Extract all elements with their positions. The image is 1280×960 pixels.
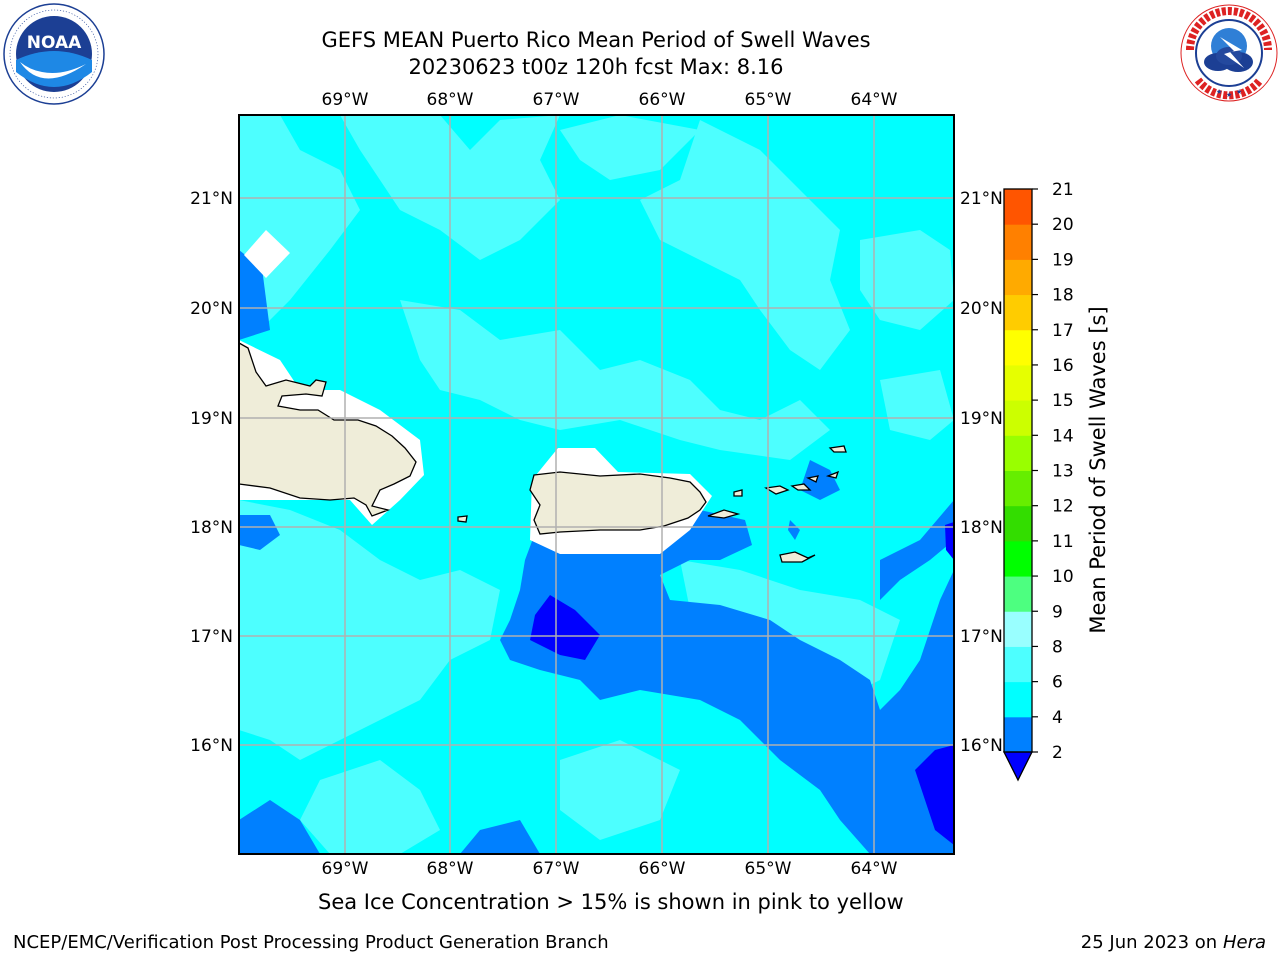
lon-tick-label: 65°W <box>745 90 792 110</box>
colorbar-tick-label: 18 <box>1052 286 1074 306</box>
lat-tick-label: 16°N <box>960 736 1003 756</box>
colorbar-swatch <box>1004 716 1032 753</box>
lat-tick-label: 21°N <box>190 189 233 209</box>
lat-tick-label: 20°N <box>190 299 233 319</box>
chart-title-line2: 20230623 t00z 120h fcst Max: 8.16 <box>408 55 784 79</box>
lon-ticks-top: 69°W 68°W 67°W 66°W 65°W 64°W <box>322 90 898 110</box>
colorbar-tick-label: 13 <box>1052 462 1074 482</box>
colorbar-tick-label: 9 <box>1052 602 1063 622</box>
colorbar-title: Mean Period of Swell Waves [s] <box>1086 306 1110 634</box>
lat-tick-label: 17°N <box>960 627 1003 647</box>
colorbar-swatch <box>1004 364 1032 401</box>
colorbar-swatch <box>1004 470 1032 507</box>
colorbar-swatch <box>1004 540 1032 577</box>
svg-text:★: ★ <box>1236 88 1242 96</box>
colorbar-swatch <box>1004 576 1032 612</box>
nws-logo-icon: ★ ★ ★ <box>1180 4 1278 102</box>
colorbar-under-arrow <box>1002 751 1034 782</box>
noaa-logo-text: NOAA <box>27 33 82 53</box>
vieques-land <box>707 509 741 519</box>
colorbar-tick-label: 17 <box>1052 321 1074 341</box>
colorbar-tick-label: 8 <box>1052 637 1063 657</box>
lat-ticks-left: 21°N 20°N 19°N 18°N 17°N 16°N <box>190 189 233 756</box>
lon-tick-label: 67°W <box>533 90 580 110</box>
colorbar-tick-label: 19 <box>1052 250 1074 270</box>
colorbar-swatch <box>1004 435 1032 471</box>
colorbar-tick-label: 21 <box>1052 180 1074 200</box>
colorbar-tick-label: 11 <box>1052 532 1074 552</box>
sea-ice-note: Sea Ice Concentration > 15% is shown in … <box>318 890 904 914</box>
colorbar-tick-label: 6 <box>1052 673 1063 693</box>
svg-text:★: ★ <box>1226 91 1232 99</box>
lon-tick-label: 64°W <box>851 859 898 879</box>
st-croix-land <box>779 551 816 563</box>
hispaniola-land <box>239 342 417 517</box>
lat-tick-label: 18°N <box>190 518 233 538</box>
colorbar-tick-label: 20 <box>1052 215 1074 235</box>
mona-land <box>457 515 468 523</box>
graticule <box>239 115 954 854</box>
lat-ticks-right: 21°N 20°N 19°N 18°N 17°N 16°N <box>960 189 1003 756</box>
lon-tick-label: 65°W <box>745 859 792 879</box>
noaa-logo-icon: NOAA <box>3 3 105 105</box>
colorbar-swatch <box>1004 505 1032 542</box>
colorbar-tick-label: 12 <box>1052 497 1074 517</box>
swell-period-contours <box>239 115 954 854</box>
colorbar-tick-label: 2 <box>1052 743 1063 763</box>
colorbar-swatch <box>1004 400 1032 436</box>
footer-date: 25 Jun 2023 on Hera <box>1081 932 1266 953</box>
svg-text:★: ★ <box>1216 88 1222 96</box>
lat-tick-label: 17°N <box>190 627 233 647</box>
lat-tick-label: 18°N <box>960 518 1003 538</box>
lon-tick-label: 66°W <box>639 90 686 110</box>
colorbar-swatch <box>1004 646 1032 683</box>
lon-tick-label: 68°W <box>427 859 474 879</box>
colorbar-swatch <box>1004 611 1032 647</box>
colorbar-swatch <box>1004 259 1032 296</box>
lon-tick-label: 66°W <box>639 859 686 879</box>
colorbar: 2 4 6 8 9 10 11 12 13 14 15 16 17 18 19 20 21 <box>1002 180 1074 782</box>
lat-tick-label: 21°N <box>960 189 1003 209</box>
footer-machine: Hera <box>1222 932 1266 953</box>
colorbar-swatch <box>1004 294 1032 331</box>
colorbar-tick-label: 4 <box>1052 708 1063 728</box>
contour-under-2 <box>530 522 954 845</box>
lat-tick-label: 19°N <box>960 409 1003 429</box>
lat-tick-label: 19°N <box>190 409 233 429</box>
colorbar-swatch <box>1004 189 1032 225</box>
colorbar-tick-label: 14 <box>1052 426 1074 446</box>
lat-tick-label: 20°N <box>960 299 1003 319</box>
lon-tick-label: 64°W <box>851 90 898 110</box>
footer-credit: NCEP/EMC/Verification Post Processing Pr… <box>13 932 609 953</box>
colorbar-swatch <box>1004 224 1032 260</box>
colorbar-swatch <box>1004 681 1032 718</box>
colorbar-tick-label: 10 <box>1052 567 1074 587</box>
lon-tick-label: 67°W <box>533 859 580 879</box>
lat-tick-label: 16°N <box>190 736 233 756</box>
colorbar-tick-label: 16 <box>1052 356 1074 376</box>
colorbar-tick-label: 15 <box>1052 391 1074 411</box>
lon-ticks-bottom: 69°W 68°W 67°W 66°W 65°W 64°W <box>322 859 898 879</box>
lon-tick-label: 69°W <box>322 90 369 110</box>
colorbar-swatch <box>1004 329 1032 366</box>
chart-title-line1: GEFS MEAN Puerto Rico Mean Period of Swe… <box>321 28 871 52</box>
map-frame <box>238 114 955 855</box>
lon-tick-label: 69°W <box>322 859 369 879</box>
footer-date-text: 25 Jun 2023 on <box>1080 932 1218 953</box>
lon-tick-label: 68°W <box>427 90 474 110</box>
